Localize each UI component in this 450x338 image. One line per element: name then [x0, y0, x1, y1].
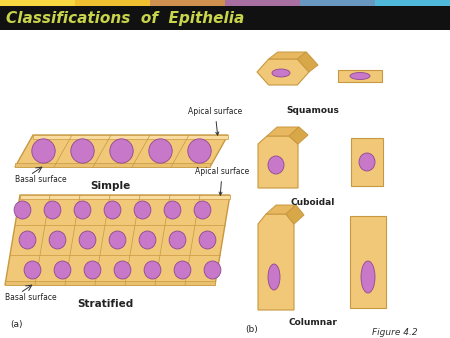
Polygon shape: [20, 195, 230, 199]
Bar: [300, 0, 375, 6]
Ellipse shape: [109, 231, 126, 249]
Ellipse shape: [54, 261, 71, 279]
Text: (a): (a): [10, 320, 22, 329]
Polygon shape: [15, 163, 210, 167]
Text: Basal surface: Basal surface: [5, 293, 57, 302]
Bar: [351, 138, 383, 186]
Ellipse shape: [149, 139, 172, 163]
Polygon shape: [267, 127, 299, 136]
Polygon shape: [258, 136, 298, 188]
Ellipse shape: [139, 231, 156, 249]
Bar: [225, 0, 300, 6]
Polygon shape: [33, 135, 228, 139]
Ellipse shape: [188, 139, 211, 163]
Polygon shape: [266, 205, 296, 214]
Ellipse shape: [71, 139, 94, 163]
Ellipse shape: [144, 261, 161, 279]
Ellipse shape: [199, 231, 216, 249]
Bar: [150, 0, 225, 6]
Ellipse shape: [169, 231, 186, 249]
Ellipse shape: [104, 201, 121, 219]
Ellipse shape: [204, 261, 221, 279]
Text: Stratified: Stratified: [77, 299, 133, 309]
Polygon shape: [286, 205, 304, 224]
Ellipse shape: [84, 261, 101, 279]
Ellipse shape: [361, 261, 375, 293]
Bar: [0, 0, 450, 30]
Bar: [375, 0, 450, 6]
Ellipse shape: [272, 69, 290, 77]
Text: Cuboidal: Cuboidal: [291, 198, 335, 207]
Ellipse shape: [359, 153, 375, 171]
Ellipse shape: [268, 264, 280, 290]
Ellipse shape: [268, 156, 284, 174]
Polygon shape: [5, 281, 215, 285]
Text: (b): (b): [245, 325, 258, 334]
Text: Classifications  of  Epithelia: Classifications of Epithelia: [6, 11, 244, 26]
Ellipse shape: [194, 201, 211, 219]
Text: Basal surface: Basal surface: [15, 175, 67, 184]
Text: Squamous: Squamous: [287, 106, 339, 115]
Ellipse shape: [110, 139, 133, 163]
Polygon shape: [15, 135, 228, 167]
Bar: [0, 0, 75, 6]
Ellipse shape: [114, 261, 131, 279]
Ellipse shape: [174, 261, 191, 279]
Text: Apical surface: Apical surface: [188, 107, 242, 135]
Polygon shape: [269, 52, 306, 59]
Polygon shape: [257, 59, 309, 85]
Polygon shape: [289, 127, 308, 144]
Ellipse shape: [49, 231, 66, 249]
Ellipse shape: [14, 201, 31, 219]
Bar: [338, 70, 382, 82]
Ellipse shape: [79, 231, 96, 249]
Bar: [350, 216, 386, 308]
Ellipse shape: [164, 201, 181, 219]
Text: Apical surface: Apical surface: [195, 167, 249, 195]
Ellipse shape: [24, 261, 41, 279]
Polygon shape: [258, 214, 294, 310]
Ellipse shape: [44, 201, 61, 219]
Ellipse shape: [74, 201, 91, 219]
Ellipse shape: [32, 139, 55, 163]
Text: Figure 4.2: Figure 4.2: [372, 328, 418, 337]
Polygon shape: [297, 52, 318, 72]
Polygon shape: [5, 195, 230, 285]
Ellipse shape: [350, 72, 370, 79]
Text: Simple: Simple: [90, 181, 130, 191]
Ellipse shape: [19, 231, 36, 249]
Text: Columnar: Columnar: [288, 318, 338, 327]
Bar: [75, 0, 150, 6]
Ellipse shape: [134, 201, 151, 219]
